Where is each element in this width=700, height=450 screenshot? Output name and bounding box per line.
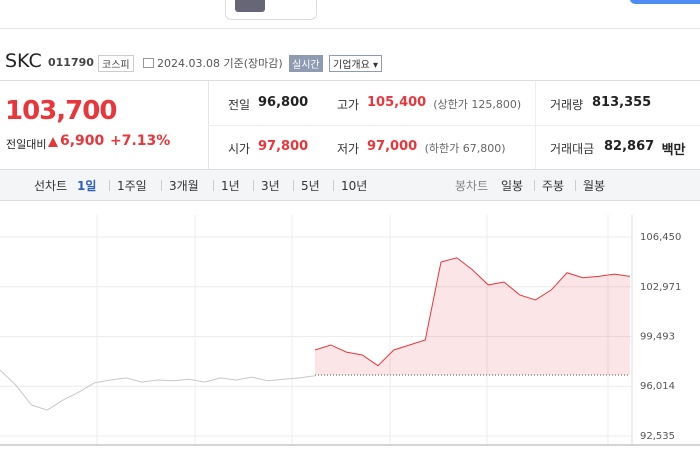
stat-label: 고가 [337, 98, 360, 112]
y-tick-label: 99,493 [640, 331, 675, 342]
period-button[interactable]: 1년 [221, 179, 240, 193]
y-tick-label: 102,971 [640, 282, 681, 293]
ad-button[interactable] [630, 0, 700, 4]
stock-code: 011790 [48, 56, 94, 69]
divider [0, 80, 700, 81]
date: 2024.03.08 기준(장마감) [157, 57, 283, 70]
period-button[interactable]: 1주일 [117, 179, 147, 193]
y-tick-label: 106,450 [640, 232, 681, 243]
stat-label: 전일 [228, 98, 251, 112]
stat-label: 시가 [228, 142, 251, 156]
separator [253, 180, 254, 191]
period-button[interactable]: 5년 [301, 179, 320, 193]
separator [534, 180, 535, 191]
period-button[interactable]: 3년 [261, 179, 280, 193]
separator [213, 180, 214, 191]
area [315, 257, 630, 376]
stat-value: 105,400 [367, 95, 427, 110]
overview-label: 기업개요 [333, 60, 370, 71]
divider [0, 28, 700, 29]
current-price: 103,700 [5, 96, 117, 126]
candle-button[interactable]: 주봉 [542, 179, 565, 193]
change-label: 전일대비 [6, 138, 47, 151]
toolbar [0, 169, 700, 201]
candle-chart-label: 봉차트 [455, 179, 489, 193]
separator [293, 180, 294, 191]
realtime-button[interactable]: 실시간 [289, 55, 323, 72]
divider [535, 81, 536, 169]
separator [575, 180, 576, 191]
stat-label: 거래대금 [550, 142, 595, 156]
y-tick-label: 96,014 [640, 381, 675, 392]
stat-value: 82,867 [604, 139, 655, 154]
candle-button[interactable]: 일봉 [501, 179, 524, 193]
period-button[interactable]: 3개월 [169, 179, 199, 193]
ad-thumb [235, 0, 265, 12]
period-button[interactable]: 10년 [341, 179, 368, 193]
line [314, 257, 631, 367]
period-button[interactable]: 1일 [77, 179, 97, 193]
market-badge: 코스피 [98, 55, 134, 72]
y-tick-label: 92,535 [640, 431, 675, 442]
separator [109, 180, 110, 191]
chart: 92,535 96,014 99,493 102,971 106,450 [0, 215, 700, 446]
candle-button[interactable]: 월봉 [583, 179, 606, 193]
stat-value: 96,800 [258, 95, 309, 110]
change: 6,900 [60, 133, 105, 149]
stat-unit: 백만 [661, 143, 686, 158]
change-pct: +7.13% [110, 133, 171, 149]
overview-button[interactable]: 기업개요 ▾ [329, 55, 383, 72]
up-arrow [48, 137, 58, 147]
line-chart-label: 선차트 [34, 179, 68, 193]
stat-label: 저가 [337, 142, 360, 156]
divider [208, 125, 700, 126]
stat-note: (하한가 67,800) [424, 142, 506, 155]
calendar-icon [143, 58, 154, 68]
stock-name: SKC [5, 50, 42, 72]
stat-value: 97,000 [367, 139, 418, 154]
separator [161, 180, 162, 191]
stat-label: 거래량 [550, 98, 584, 112]
line [0, 369, 316, 411]
separator [333, 180, 334, 191]
stat-value: 813,355 [592, 95, 652, 110]
stat-note: (상한가 125,800) [433, 98, 522, 111]
stat-value: 97,800 [258, 139, 309, 154]
